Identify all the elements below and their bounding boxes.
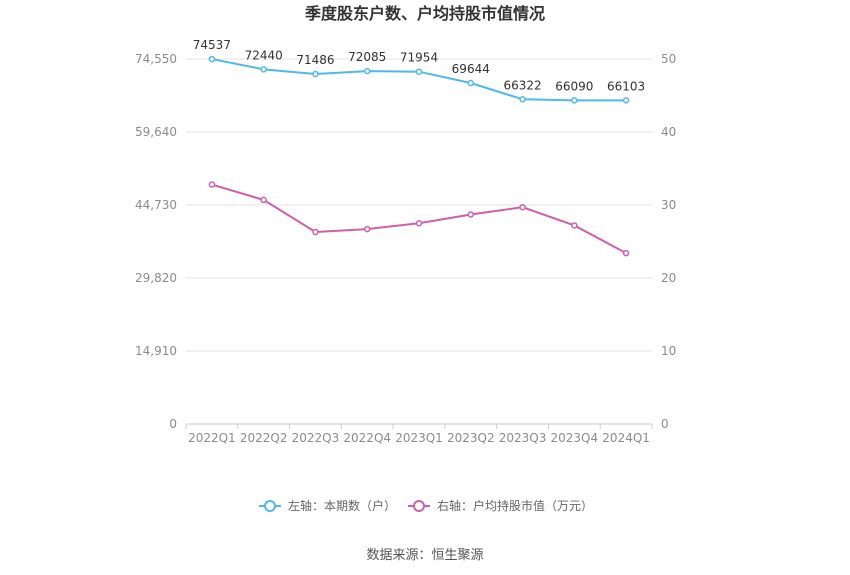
axes [185,423,653,429]
data-point [571,97,578,104]
data-point [622,97,630,104]
data-point [622,249,630,257]
legend-marker-icon [413,500,425,512]
right-tick-label: 50 [661,52,676,66]
x-tick-label: 2022Q3 [292,431,340,445]
data-point [519,96,526,103]
data-label: 69644 [452,62,490,76]
data-point [415,220,423,227]
chart-title: 季度股东户数、户均持股市值情况 [304,4,545,23]
data-point [312,70,319,78]
series-holder-count: 74537 72440 71486 72085 71954 69644 66322 66090… [193,38,645,104]
data-label: 66090 [555,79,593,93]
data-label: 66322 [503,78,541,92]
data-label: 74537 [193,38,231,52]
data-point [260,196,267,204]
gridlines [186,58,652,352]
data-label: 66103 [607,79,645,93]
legend-label: 左轴：本期数（户） [288,498,396,513]
data-label: 71486 [296,53,334,67]
right-tick-label: 10 [661,344,676,358]
data-point [208,181,216,188]
x-tick-label: 2023Q2 [447,431,495,445]
right-tick-label: 20 [661,271,676,285]
data-point [571,222,578,229]
series-line [211,183,627,255]
series-avg-holding-value [208,181,630,257]
data-point [312,228,319,236]
data-label: 72085 [348,50,386,64]
left-axis-ticks: 0 14,910 29,820 44,730 59,640 74,550 [135,52,177,431]
left-tick-label: 14,910 [135,344,177,358]
data-label: 71954 [400,51,438,65]
data-point [415,68,423,75]
legend-label: 右轴：户均持股市值（万元） [437,498,593,513]
legend-item[interactable]: 左轴：本期数（户） [259,498,396,513]
data-point [208,55,216,63]
series-layer: 74537 72440 71486 72085 71954 69644 66322 66090… [193,38,645,257]
left-tick-label: 29,820 [135,271,177,285]
data-point [363,67,371,75]
source-note: 数据来源：恒生聚源 [366,548,483,563]
x-tick-label: 2023Q4 [551,431,599,445]
legend-marker-icon [264,500,276,512]
left-tick-label: 44,730 [135,198,177,212]
right-tick-label: 0 [661,417,669,431]
x-tick-label: 2023Q3 [499,431,547,445]
legend-item[interactable]: 右轴：户均持股市值（万元） [408,498,593,513]
right-tick-label: 40 [661,125,676,139]
x-tick-label: 2022Q1 [188,431,236,445]
x-tick-label: 2023Q1 [395,431,443,445]
x-tick-label: 2022Q2 [240,431,288,445]
right-tick-label: 30 [661,198,676,212]
left-tick-label: 74,550 [135,52,177,66]
x-axis-ticks: 2022Q1 2022Q2 2022Q3 2022Q4 2023Q1 2023Q2 2023… [188,431,650,445]
data-point [467,79,475,87]
data-point [467,211,475,218]
x-tick-label: 2024Q1 [602,431,650,445]
data-label: 72440 [245,48,283,62]
data-point [363,225,371,233]
legend[interactable]: 左轴：本期数（户） 右轴：户均持股市值（万元） [259,498,593,513]
left-tick-label: 0 [169,417,177,431]
data-point [260,66,267,73]
right-axis-ticks: 0 10 20 30 40 50 [661,52,676,431]
data-point [519,203,526,211]
x-tick-label: 2022Q4 [343,431,391,445]
left-tick-label: 59,640 [135,125,177,139]
